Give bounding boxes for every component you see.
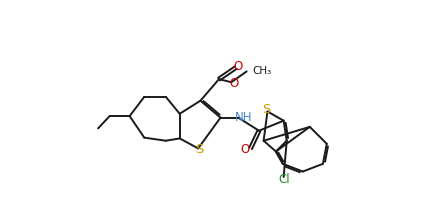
Text: Cl: Cl xyxy=(279,173,290,186)
Text: O: O xyxy=(230,77,239,90)
Text: S: S xyxy=(195,143,204,156)
Text: O: O xyxy=(234,60,243,73)
Text: CH₃: CH₃ xyxy=(253,66,272,76)
Text: NH: NH xyxy=(235,111,252,124)
Text: S: S xyxy=(263,103,271,116)
Text: O: O xyxy=(240,143,250,157)
